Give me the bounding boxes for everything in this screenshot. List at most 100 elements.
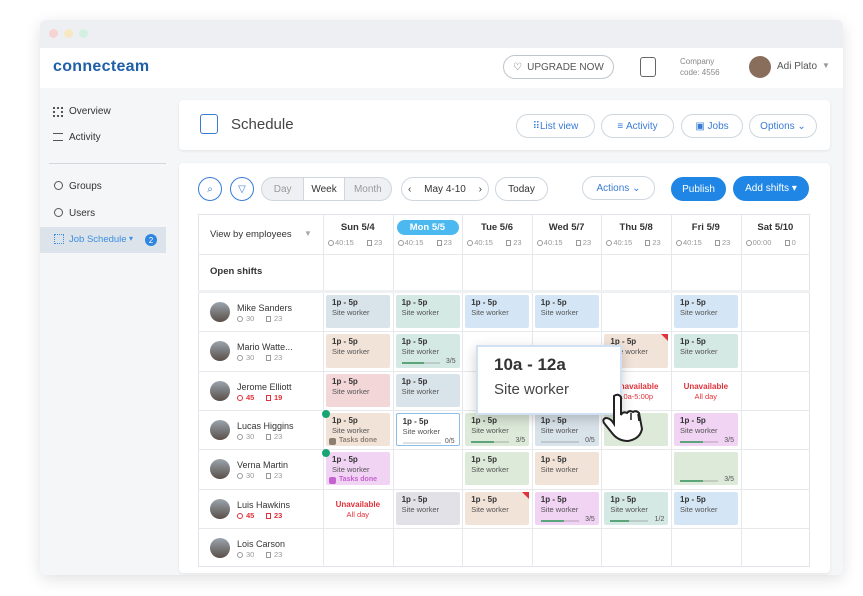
shift-card[interactable]: 1p - 5p Site worker Tasks done xyxy=(326,412,390,447)
shift-role: Site worker xyxy=(680,308,718,317)
logo[interactable]: connecteam xyxy=(53,58,150,75)
employee-name: Mike Sanders xyxy=(237,303,293,313)
shift-role: Site worker xyxy=(401,386,440,396)
avatar xyxy=(210,459,230,480)
dropdown-caret[interactable]: ▼ xyxy=(822,61,830,70)
tasks-check xyxy=(329,477,336,485)
tasks-label: Tasks done xyxy=(339,476,377,484)
nav-item[interactable]: Activity xyxy=(69,132,101,143)
unavailable-label: Unavailable xyxy=(683,381,729,391)
shift-card[interactable]: 1p - 5p Site worker 3/5 xyxy=(534,491,599,525)
shift-card[interactable]: 1p - 5p Site worker xyxy=(465,452,530,486)
page-title: Schedule xyxy=(231,116,294,133)
shift-role: Site worker xyxy=(332,386,370,396)
options-button[interactable]: Options ⌄ xyxy=(749,114,817,138)
shift-icon xyxy=(266,512,271,519)
nav-item[interactable]: Groups xyxy=(69,181,102,192)
shift-popup[interactable]: 10a - 12a Site worker xyxy=(476,345,622,415)
shift-role: Site worker xyxy=(401,504,440,514)
badge: 2 xyxy=(145,234,157,246)
shift-icon xyxy=(367,240,372,246)
clock-icon xyxy=(237,512,243,519)
today-button[interactable]: Today xyxy=(495,177,548,201)
shift-card[interactable]: 1p - 5p Site worker xyxy=(395,491,460,525)
shift-time: 1p - 5p xyxy=(680,298,706,307)
jobs-button[interactable]: ▣ Jobs xyxy=(681,114,743,138)
progress-label: 3/5 xyxy=(585,515,595,523)
unavailable-detail: All day xyxy=(346,509,370,519)
shift-icon xyxy=(645,240,651,246)
employee-name: Verna Martin xyxy=(237,460,289,471)
day-label: Wed 5/7 xyxy=(548,222,585,233)
shift-card[interactable]: 1p - 5p Site worker xyxy=(395,295,460,329)
nav-item[interactable]: Job Schedule xyxy=(69,234,127,245)
shift-time: 1p - 5p xyxy=(401,494,428,504)
shift-card[interactable]: 1p - 5p Site worker xyxy=(326,373,390,407)
row-line xyxy=(198,254,810,255)
progress-track xyxy=(540,440,579,443)
shift-role: Site worker xyxy=(471,465,509,475)
shift-card[interactable]: 1p - 5p Site worker xyxy=(465,295,530,329)
actions-button[interactable]: Actions ⌄ xyxy=(582,176,655,200)
date-range[interactable]: ‹ May 4-10 › xyxy=(401,177,489,201)
shift-card[interactable]: 1p - 5p Site worker xyxy=(534,295,599,329)
open-shifts-label: Open shifts xyxy=(210,266,263,277)
job-icon xyxy=(54,234,64,244)
avatar xyxy=(210,302,230,322)
shift-card[interactable]: 1p - 5p Site worker xyxy=(326,334,390,368)
nav-item[interactable]: Users xyxy=(69,208,96,219)
employee-name: Lois Carson xyxy=(237,538,286,549)
shift-card[interactable]: 1p - 5p Site worker xyxy=(395,373,460,407)
add-shifts-button[interactable]: Add shifts ▾ xyxy=(733,176,809,201)
clock-icon xyxy=(237,394,243,401)
user-name[interactable]: Adi Plato xyxy=(777,61,818,72)
progress-fill xyxy=(401,362,425,365)
shift-role: Site worker xyxy=(401,308,440,317)
shift-icon xyxy=(266,433,271,440)
unavailable-detail: All day xyxy=(694,391,718,401)
employee-shifts: 23 xyxy=(274,431,283,441)
shift-card[interactable]: 1p - 5p Site worker xyxy=(465,491,530,525)
day-hours: 40:15 xyxy=(404,238,424,247)
clock-icon xyxy=(237,473,243,480)
progress-label: 0/5 xyxy=(444,437,455,445)
shift-card[interactable]: 1p - 5p Site worker xyxy=(674,491,738,525)
shift-card[interactable]: 1p - 5p Site worker 3/5 xyxy=(465,412,530,447)
shift-role: Site worker xyxy=(471,308,509,317)
view-by-label[interactable]: View by employees xyxy=(210,229,292,240)
search-button[interactable]: ⌕ xyxy=(198,177,222,201)
shift-time: 1p - 5p xyxy=(332,337,358,347)
shift-card[interactable]: 1p - 5p Site worker xyxy=(674,334,738,368)
shift-card[interactable]: 1p - 5p Site worker 3/5 xyxy=(674,412,738,447)
day-label: Sun 5/4 xyxy=(340,222,375,233)
shift-role: Site worker xyxy=(471,504,509,514)
shift-card[interactable]: 1p - 5p Site worker Tasks done xyxy=(326,452,390,486)
status-dot xyxy=(322,409,330,418)
list-view-button[interactable]: ⠿ List view xyxy=(516,114,595,138)
shift-card[interactable]: 1p - 5p Site worker 0/5 xyxy=(395,412,460,447)
company-icon xyxy=(640,57,656,77)
shift-card[interactable]: 1p - 5p Site worker 1/2 xyxy=(604,491,669,525)
view-option[interactable]: Day xyxy=(273,183,292,195)
shift-card[interactable]: 1p - 5p Site worker xyxy=(326,295,390,329)
publish-button[interactable]: Publish xyxy=(671,177,726,201)
shift-card[interactable]: 1p - 5p Site worker xyxy=(674,295,738,329)
day-hours: 00:00 xyxy=(752,238,772,247)
shift-card[interactable]: 1p - 5p Site worker xyxy=(534,452,599,486)
filter-button[interactable]: ▽ xyxy=(230,177,254,201)
day-label: Mon 5/5 xyxy=(409,222,446,233)
nav-item[interactable]: Overview xyxy=(69,106,111,117)
shift-card[interactable]: 1p - 5p Site worker 3/5 xyxy=(395,334,460,368)
progress-label: 1/2 xyxy=(654,515,665,523)
view-option[interactable]: Week xyxy=(303,178,345,200)
view-option[interactable]: Month xyxy=(353,183,382,195)
user-avatar[interactable] xyxy=(749,56,771,78)
upgrade-button[interactable]: ♡ UPGRADE NOW xyxy=(503,55,614,79)
activity-button[interactable]: ≡ Activity xyxy=(601,114,674,138)
shift-time: 1p - 5p xyxy=(471,494,497,504)
view-switch: Day Week Month xyxy=(261,177,392,201)
employee-name: Mario Watte... xyxy=(237,342,293,353)
shift-card[interactable]: 1p - 5p Site worker 0/5 xyxy=(534,412,599,447)
shift-card[interactable]: 3/5 xyxy=(674,452,738,486)
